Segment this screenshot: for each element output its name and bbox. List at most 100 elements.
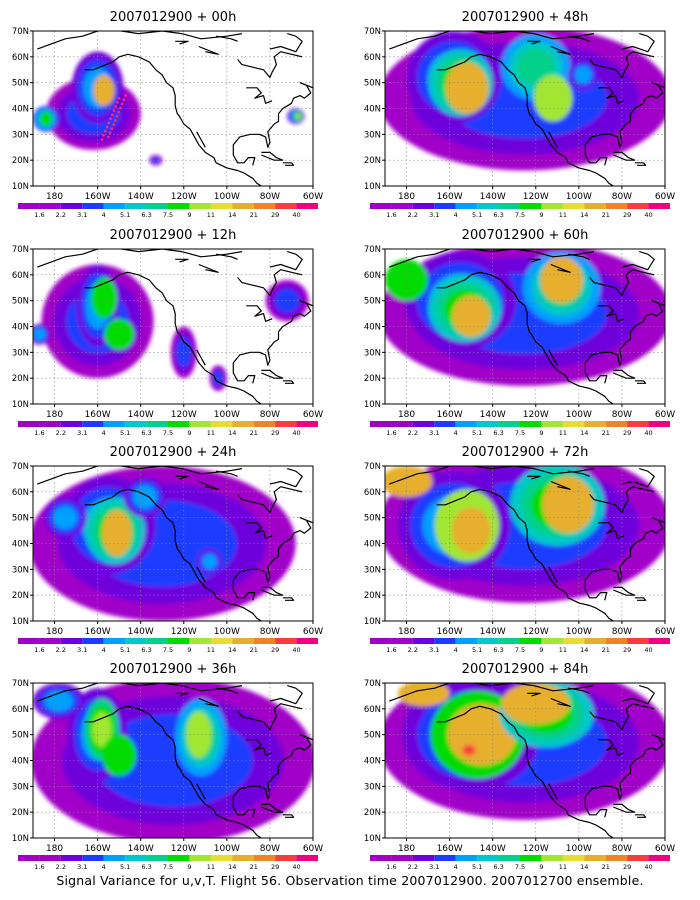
colorbar-swatch <box>605 203 628 209</box>
colorbar-label: 3.1 <box>77 646 87 654</box>
lon-tick-label: 100W <box>214 410 240 420</box>
colorbar-label: 1.6 <box>34 646 44 654</box>
lon-tick-label: 140W <box>128 627 154 637</box>
lon-tick-label: 160W <box>437 410 463 420</box>
observation-point <box>119 106 122 110</box>
variance-contour <box>202 554 217 569</box>
colorbar-label: 40 <box>644 211 652 219</box>
colorbar-label: 9 <box>539 646 543 654</box>
panel-title: 2007012900 + 72h <box>462 445 589 460</box>
lat-tick-label: 30N <box>12 565 29 575</box>
colorbar-swatch <box>498 421 520 427</box>
colorbar-label: 4 <box>454 211 458 219</box>
lat-tick-label: 70N <box>364 679 381 689</box>
lon-tick-label: 100W <box>566 410 592 420</box>
lat-tick-label: 70N <box>364 462 381 472</box>
colorbar-swatch <box>455 203 478 209</box>
colorbar-swatch <box>125 203 147 209</box>
colorbar-label: 14 <box>228 211 236 219</box>
lon-tick-label: 80W <box>260 192 280 202</box>
colorbar-swatch <box>60 638 83 644</box>
panel-title: 2007012900 + 84h <box>462 662 589 677</box>
variance-contour <box>33 328 46 341</box>
colorbar-swatch <box>232 421 254 427</box>
colorbar-swatch <box>412 203 435 209</box>
colorbar-swatch <box>584 855 606 861</box>
colorbar-swatch <box>562 421 585 427</box>
colorbar: 1.6 2.2 3.1 4 5.1 6.3 7.5 9 11 14 21 29 40 <box>18 203 318 219</box>
colorbar-swatch <box>520 855 542 861</box>
colorbar-swatch <box>370 638 392 644</box>
colorbar-swatch <box>498 203 520 209</box>
lon-tick-label: 80W <box>260 627 280 637</box>
colorbar-label: 6.3 <box>141 646 151 654</box>
variance-contour <box>540 256 584 304</box>
map-panel-84h: 2007012900 + 84h 70N 60N 50N 40N 30N 20N 10N 180… <box>364 662 675 871</box>
colorbar-label: 3.1 <box>429 646 439 654</box>
colorbar-swatch <box>391 421 413 427</box>
map-panel-60h: 2007012900 + 60h 70N 60N 50N 40N 30N 20N 10N 180… <box>364 228 675 437</box>
colorbar-swatch <box>189 421 211 427</box>
colorbar-label: 1.6 <box>34 211 44 219</box>
colorbar-swatch <box>168 638 190 644</box>
colorbar-swatch <box>562 855 585 861</box>
map-area <box>385 31 665 186</box>
colorbar-label: 40 <box>644 646 652 654</box>
variance-contour <box>93 74 115 106</box>
lat-tick-label: 70N <box>12 245 29 255</box>
panel-grid: 2007012900 + 00h 70N 60N 50N 40N 30N 20N 10N 180… <box>12 10 675 871</box>
variance-contour <box>91 277 117 319</box>
colorbar-label: 2.2 <box>408 211 418 219</box>
lat-tick-label: 50N <box>12 297 29 307</box>
map-gridlines <box>385 466 665 621</box>
variance-contour <box>132 485 158 509</box>
colorbar-swatch <box>103 421 126 427</box>
colorbar-label: 14 <box>580 429 588 437</box>
lon-tick-label: 60W <box>303 844 323 854</box>
colorbar: 1.6 2.2 3.1 4 5.1 6.3 7.5 9 11 14 21 29 40 <box>370 638 670 654</box>
colorbar-label: 11 <box>559 863 567 871</box>
variance-contour <box>295 113 301 120</box>
colorbar-swatch <box>648 855 670 861</box>
colorbar-swatch <box>125 638 147 644</box>
lat-tick-label: 20N <box>12 591 29 601</box>
lat-tick-label: 10N <box>364 834 381 844</box>
map-area <box>33 466 313 621</box>
map-gridlines <box>33 249 313 404</box>
panel-title: 2007012900 + 48h <box>462 10 589 25</box>
colorbar-label: 4 <box>102 646 106 654</box>
colorbar-label: 6.3 <box>141 429 151 437</box>
panel-title: 2007012900 + 36h <box>110 662 237 677</box>
colorbar: 1.6 2.2 3.1 4 5.1 6.3 7.5 9 11 14 21 29 40 <box>18 421 318 437</box>
colorbar-swatch <box>520 421 542 427</box>
colorbar-swatch <box>627 855 649 861</box>
panel-title: 2007012900 + 60h <box>462 228 589 243</box>
colorbar-swatch <box>296 855 318 861</box>
colorbar-swatch <box>370 203 392 209</box>
colorbar-label: 5.1 <box>120 646 130 654</box>
lon-tick-label: 80W <box>260 410 280 420</box>
observation-point <box>113 119 117 122</box>
lat-tick-label: 30N <box>364 348 381 358</box>
lat-tick-label: 10N <box>12 834 29 844</box>
lat-tick-label: 10N <box>12 617 29 627</box>
colorbar-label: 29 <box>623 646 631 654</box>
colorbar-label: 3.1 <box>429 863 439 871</box>
lon-tick-label: 180 <box>46 192 63 202</box>
colorbar-swatch <box>189 855 211 861</box>
colorbar-label: 7.5 <box>515 863 525 871</box>
lon-tick-label: 120W <box>523 192 549 202</box>
lat-tick-label: 20N <box>364 808 381 818</box>
observation-point <box>122 98 126 102</box>
map-area <box>33 683 313 838</box>
colorbar-label: 1.6 <box>34 863 44 871</box>
lon-tick-label: 180 <box>46 410 63 420</box>
lat-tick-label: 60N <box>12 488 29 498</box>
observation-point <box>109 117 112 121</box>
colorbar-swatch <box>498 855 520 861</box>
lon-tick-label: 80W <box>612 844 632 854</box>
colorbar-label: 3.1 <box>77 863 87 871</box>
colorbar-label: 2.2 <box>56 863 66 871</box>
colorbar-label: 4 <box>454 646 458 654</box>
